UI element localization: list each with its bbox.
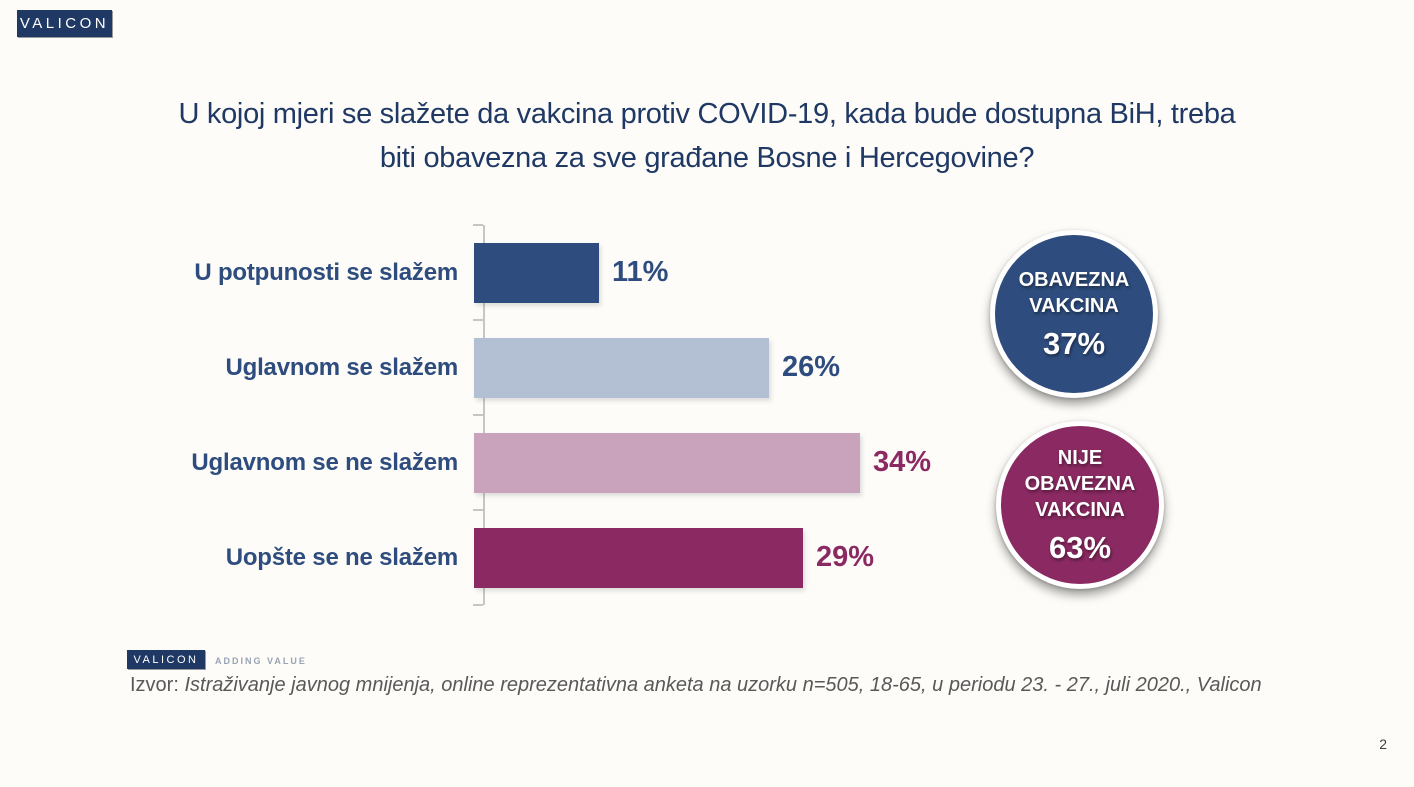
value-label: 26% <box>782 351 841 383</box>
chart-row: Uopšte se ne slažem 29% <box>0 510 1414 605</box>
badge-obavezna-vakcina: OBAVEZNA VAKCINA 37% <box>990 230 1158 398</box>
valicon-logo: VALICON <box>17 10 112 37</box>
category-label: Uopšte se ne slažem <box>225 543 459 571</box>
value-label: 29% <box>816 541 875 573</box>
axis-tick <box>473 414 483 416</box>
page-number: 2 <box>1379 736 1387 752</box>
bar-chart: U potpunosti se slažem 11% Uglavnom se sla… <box>0 224 1414 606</box>
bar <box>474 242 599 303</box>
bar-chart-rows: U potpunosti se slažem 11% Uglavnom se sla… <box>0 225 1414 605</box>
slide-title-line2: biti obavezna za sve građane Bosne i Her… <box>379 142 1035 174</box>
axis-tick <box>473 319 483 321</box>
axis-tick <box>473 224 483 226</box>
badge-label: OBAVEZNA VAKCINA <box>1018 268 1130 317</box>
badge-label: NIJE OBAVEZNA VAKCINA <box>1024 446 1136 521</box>
source-line: Izvor: Istraživanje javnog mnijenja, onl… <box>130 674 1374 697</box>
chart-row: Uglavnom se slažem 26% <box>0 320 1414 415</box>
slide-title: U kojoj mjeri se slažete da vakcina prot… <box>50 92 1364 180</box>
footer-valicon-logo: VALICON <box>127 650 205 669</box>
bar <box>474 337 769 398</box>
value-label: 11% <box>612 256 669 288</box>
badge-value: 37% <box>1042 325 1106 361</box>
bar <box>474 432 860 493</box>
value-label: 34% <box>873 446 932 478</box>
category-label: U potpunosti se slažem <box>194 258 458 286</box>
y-axis <box>473 224 485 606</box>
category-label: Uglavnom se ne slažem <box>191 448 458 476</box>
footer-logo-tagline: ADDING VALUE <box>215 656 307 666</box>
badge-nije-obavezna-vakcina: NIJE OBAVEZNA VAKCINA 63% <box>996 421 1164 589</box>
badge-value: 63% <box>1048 529 1112 565</box>
footer-valicon-logo-text: VALICON <box>133 653 199 666</box>
source-text: Istraživanje javnog mnijenja, online rep… <box>184 674 1262 696</box>
category-label: Uglavnom se slažem <box>225 353 459 381</box>
chart-row: U potpunosti se slažem 11% <box>0 225 1414 320</box>
axis-tick <box>473 509 483 511</box>
valicon-logo-text: VALICON <box>19 15 110 32</box>
bar <box>474 527 803 588</box>
chart-row: Uglavnom se ne slažem 34% <box>0 415 1414 510</box>
slide-title-line1: U kojoj mjeri se slažete da vakcina prot… <box>178 98 1236 130</box>
axis-tick <box>473 604 483 606</box>
source-prefix: Izvor: <box>130 674 179 696</box>
